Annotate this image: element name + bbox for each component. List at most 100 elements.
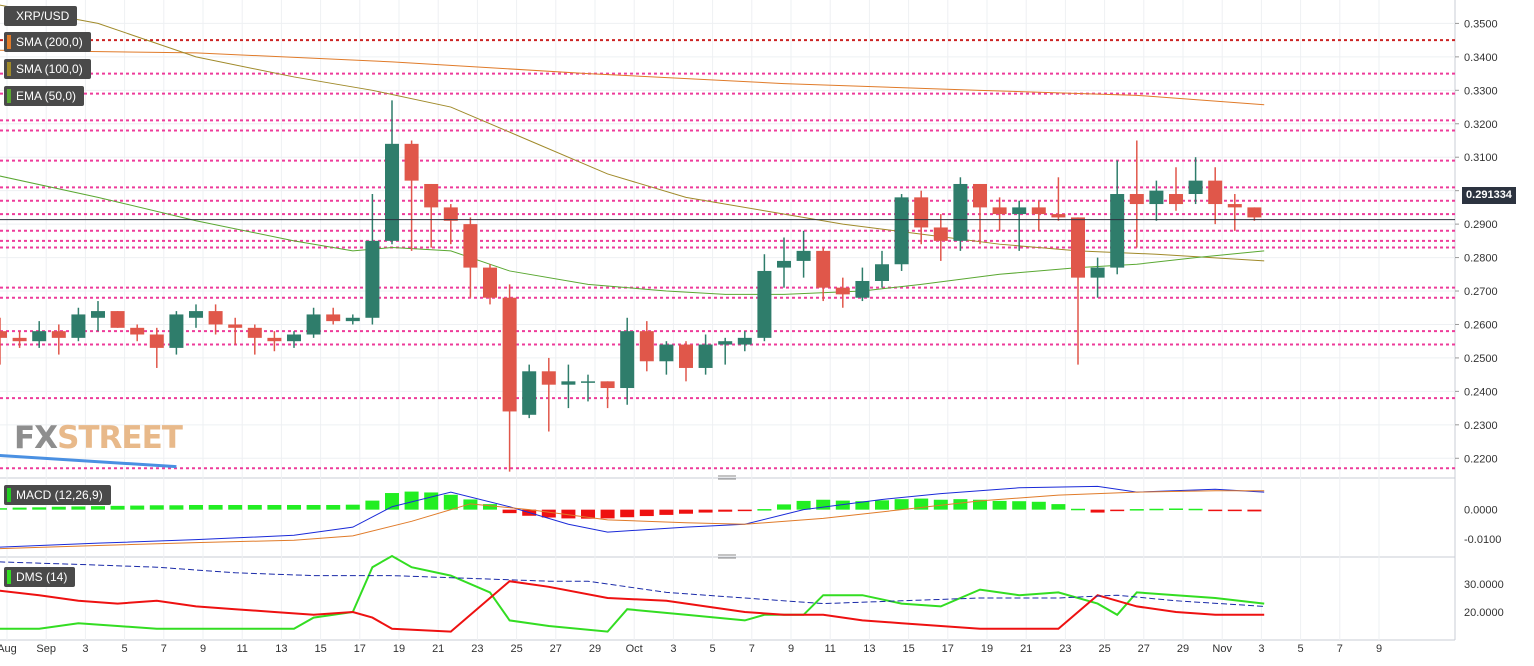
pair-label[interactable]: XRP/USD: [4, 6, 78, 26]
x-tick-label: 17: [354, 643, 366, 655]
candle-body: [149, 334, 164, 348]
dms-series-line: [0, 580, 1265, 633]
macd-histogram-bar: [91, 506, 105, 510]
candle-body: [914, 197, 929, 228]
ema50-label[interactable]: EMA (50,0): [4, 86, 85, 106]
candle-body: [1227, 204, 1242, 208]
macd-histogram-bar: [51, 506, 66, 510]
candle-body: [1071, 217, 1085, 278]
macd-label-text: MACD (12,26,9): [16, 488, 103, 502]
x-tick-label: 21: [1020, 643, 1032, 655]
macd-histogram-bar: [463, 499, 478, 510]
candle-body: [267, 337, 282, 342]
sma200-label-text: SMA (200,0): [16, 35, 83, 49]
sma200-swatch: [7, 35, 11, 49]
sma200-line: [0, 49, 1265, 106]
sma100-swatch: [7, 62, 11, 76]
candle-body: [71, 314, 86, 338]
macd-histogram-bar: [973, 499, 987, 510]
macd-histogram-bar: [698, 509, 713, 513]
macd-histogram-bar: [247, 504, 262, 510]
macd-histogram-bar: [1149, 508, 1164, 511]
dms-series-line: [0, 554, 1265, 633]
macd-histogram-bar: [914, 498, 929, 510]
macd-histogram-bar: [1169, 508, 1183, 510]
candle-body: [522, 371, 537, 415]
trendline: [0, 454, 177, 469]
x-tick-label: 3: [670, 643, 676, 655]
candle-body: [208, 311, 223, 325]
candle-body: [737, 337, 752, 345]
y-tick-label: 0.3200: [1464, 119, 1498, 131]
y-tick-label: 0.3100: [1464, 152, 1498, 164]
macd-histogram-bar: [267, 504, 282, 510]
macd-histogram-bar: [600, 509, 615, 519]
candle-body: [12, 337, 27, 342]
macd-histogram-bar: [541, 509, 556, 518]
y-tick-label: 0.3400: [1464, 52, 1498, 64]
candle-body: [620, 331, 635, 389]
ema50-label-text: EMA (50,0): [16, 89, 77, 103]
x-tick-label: 7: [749, 643, 755, 655]
y-tick-label: 0.2800: [1464, 253, 1498, 265]
macd-histogram-bar: [737, 509, 752, 512]
candle-body: [1110, 194, 1125, 268]
x-tick-label: 5: [710, 643, 716, 655]
macd-signal-line: [0, 490, 1265, 550]
macd-histogram-bar: [404, 491, 419, 510]
candle-body: [679, 344, 693, 368]
macd-y-tick-label: -0.0100: [1464, 534, 1501, 546]
macd-histogram-bar: [659, 509, 674, 515]
candle-body: [247, 327, 262, 338]
dms-label[interactable]: DMS (14): [4, 567, 76, 587]
y-tick-label: 0.2500: [1464, 353, 1498, 365]
macd-histogram-bar: [0, 508, 7, 510]
ema50-swatch: [7, 89, 11, 103]
macd-histogram-bar: [639, 509, 654, 517]
sma200-label[interactable]: SMA (200,0): [4, 32, 91, 52]
macd-histogram-bar: [365, 500, 380, 510]
candle-body: [894, 197, 909, 265]
macd-histogram-bar: [326, 504, 341, 510]
x-tick-label: 15: [314, 643, 326, 655]
macd-label[interactable]: MACD (12,26,9): [4, 485, 111, 505]
macd-histogram-bar: [816, 499, 831, 510]
macd-histogram-bar: [933, 499, 948, 510]
macd-histogram-bar: [71, 506, 86, 510]
macd-swatch: [7, 488, 11, 502]
macd-histogram-bar: [169, 505, 184, 510]
candle-body: [51, 331, 66, 338]
macd-histogram-bar: [1090, 509, 1105, 513]
dms-y-tick-label: 30.0000: [1464, 579, 1504, 591]
x-tick-label: 27: [1138, 643, 1150, 655]
dms-label-text: DMS (14): [16, 570, 68, 584]
candle-body: [992, 207, 1007, 215]
x-tick-label: 3: [1258, 643, 1264, 655]
candle-body: [169, 314, 184, 348]
x-tick-label: Aug: [0, 643, 17, 655]
candle-body: [1129, 194, 1144, 205]
macd-histogram-bar: [1188, 508, 1203, 511]
candle-body: [1090, 267, 1105, 278]
candle-body: [228, 324, 243, 328]
macd-histogram-bar: [12, 507, 27, 510]
x-tick-label: 29: [589, 643, 601, 655]
macd-histogram-bar: [894, 499, 909, 510]
macd-histogram-bar: [483, 504, 497, 510]
fxstreet-logo: FXSTREET: [14, 420, 183, 456]
candle-body: [973, 183, 987, 208]
macd-histogram-bar: [875, 500, 889, 510]
candle-body: [1247, 207, 1262, 218]
macd-histogram-bar: [1051, 504, 1066, 510]
y-tick-label: 0.3300: [1464, 85, 1498, 97]
candle-body: [816, 250, 831, 288]
x-tick-label: 13: [863, 643, 875, 655]
candle-body: [933, 227, 948, 241]
candle-body: [1149, 190, 1164, 205]
x-tick-label: 5: [1298, 643, 1304, 655]
candle-body: [600, 381, 615, 389]
candle-body: [424, 183, 439, 208]
sma100-label[interactable]: SMA (100,0): [4, 59, 91, 79]
y-tick-label: 0.2200: [1464, 453, 1498, 465]
